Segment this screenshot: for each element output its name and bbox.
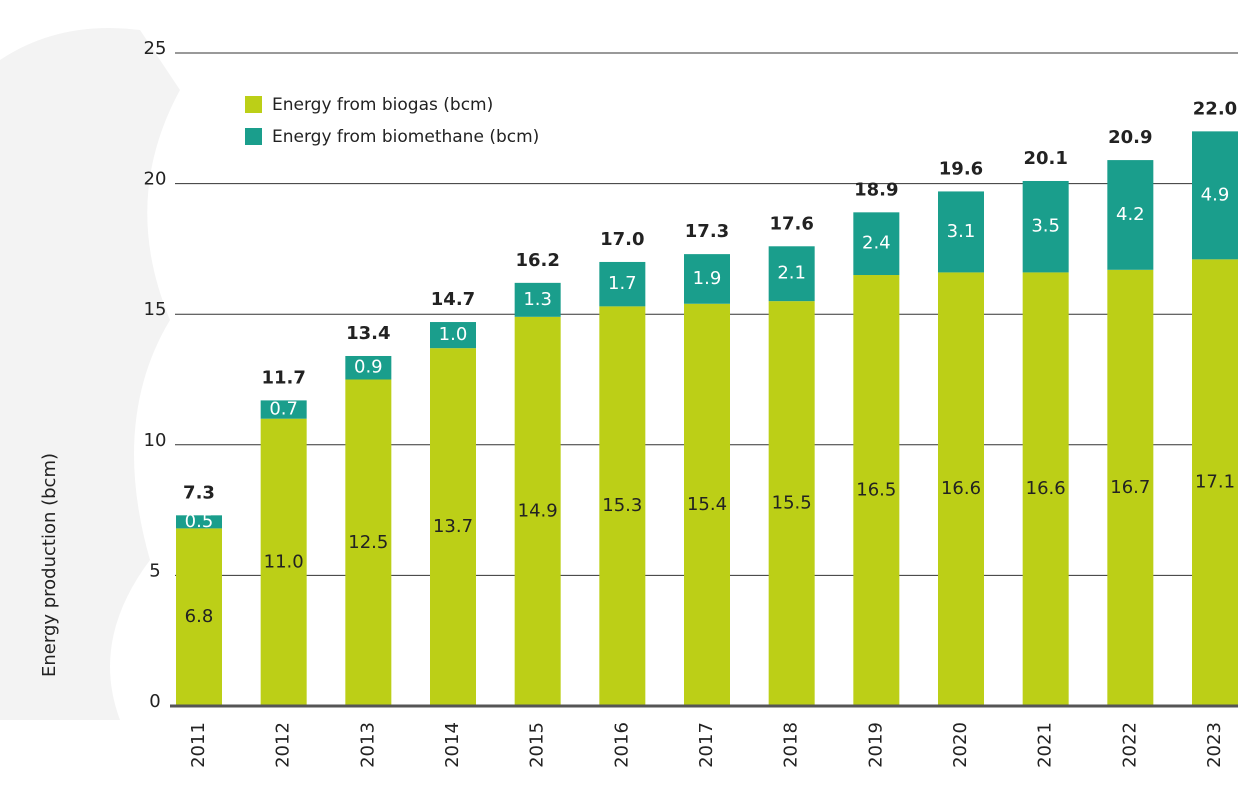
total-label: 7.3 bbox=[183, 482, 215, 503]
bar-segment bbox=[768, 301, 815, 706]
value-label: 16.7 bbox=[1110, 477, 1150, 498]
x-tick-label: 2013 bbox=[357, 722, 378, 768]
y-axis-title: Energy production (bcm) bbox=[39, 453, 60, 677]
value-label: 0.5 bbox=[185, 511, 214, 532]
x-tick-label: 2015 bbox=[527, 722, 548, 768]
x-tick-label: 2016 bbox=[611, 722, 632, 768]
total-label: 17.3 bbox=[685, 221, 729, 242]
value-label: 4.9 bbox=[1201, 184, 1230, 205]
value-label: 2.4 bbox=[862, 233, 891, 254]
bar-segment bbox=[853, 212, 900, 276]
bar-segment bbox=[1022, 272, 1069, 706]
value-label: 0.7 bbox=[269, 399, 298, 420]
value-label: 16.6 bbox=[941, 478, 981, 499]
y-tick-label: 0 bbox=[149, 691, 160, 712]
value-label: 2.1 bbox=[777, 263, 806, 284]
y-tick-label: 25 bbox=[144, 38, 167, 59]
value-label: 0.9 bbox=[354, 357, 383, 378]
value-label: 13.7 bbox=[433, 516, 473, 537]
total-label: 20.1 bbox=[1023, 148, 1067, 169]
y-tick-label: 20 bbox=[144, 169, 167, 190]
value-label: 4.2 bbox=[1116, 204, 1145, 225]
value-label: 16.6 bbox=[1026, 478, 1066, 499]
x-tick-label: 2019 bbox=[865, 722, 886, 768]
total-label: 13.4 bbox=[346, 323, 390, 344]
bar-segment bbox=[684, 254, 730, 304]
bar-segment bbox=[1192, 131, 1238, 260]
x-tick-label: 2012 bbox=[273, 722, 294, 768]
value-label: 3.1 bbox=[947, 221, 976, 242]
map-background bbox=[0, 28, 180, 720]
bar-segment bbox=[853, 275, 900, 706]
bar-segment bbox=[514, 316, 561, 706]
total-label: 17.6 bbox=[769, 213, 813, 234]
x-tick-label: 2017 bbox=[696, 722, 717, 768]
value-label: 15.4 bbox=[687, 494, 727, 515]
bar-segment bbox=[430, 348, 476, 706]
bar-segment bbox=[176, 528, 222, 706]
bar-segment bbox=[599, 306, 646, 706]
bar-segment bbox=[430, 322, 476, 349]
value-label: 1.9 bbox=[693, 268, 722, 289]
value-label: 15.5 bbox=[772, 493, 812, 514]
bar-segment bbox=[176, 515, 222, 529]
total-label: 17.0 bbox=[600, 229, 644, 250]
bar-segment bbox=[345, 379, 392, 706]
total-label: 19.6 bbox=[939, 158, 983, 179]
total-label: 11.7 bbox=[261, 367, 305, 388]
value-label: 1.3 bbox=[523, 289, 552, 310]
value-label: 15.3 bbox=[602, 495, 642, 516]
y-tick-label: 10 bbox=[144, 430, 167, 451]
bar-segment bbox=[1107, 269, 1154, 706]
bar-segment bbox=[1192, 259, 1238, 706]
y-tick-label: 5 bbox=[149, 560, 160, 581]
total-label: 16.2 bbox=[515, 250, 559, 271]
bar-segment bbox=[768, 246, 815, 302]
x-tick-label: 2020 bbox=[950, 722, 971, 768]
bar-segment bbox=[938, 191, 984, 273]
value-label: 1.7 bbox=[608, 273, 637, 294]
value-label: 11.0 bbox=[264, 551, 304, 572]
bar-segment bbox=[1107, 160, 1154, 270]
total-label: 18.9 bbox=[854, 179, 898, 200]
bar-segment bbox=[684, 303, 730, 706]
value-label: 6.8 bbox=[185, 606, 214, 627]
x-tick-label: 2022 bbox=[1119, 722, 1140, 768]
legend-label: Energy from biomethane (bcm) bbox=[272, 127, 539, 147]
x-tick-label: 2023 bbox=[1204, 722, 1225, 768]
bar-segment bbox=[599, 261, 646, 307]
legend-swatch bbox=[245, 128, 262, 145]
bar-segment bbox=[514, 282, 561, 317]
x-tick-label: 2011 bbox=[188, 722, 209, 768]
bar-segment bbox=[260, 418, 307, 706]
value-label: 16.5 bbox=[856, 480, 896, 501]
total-label: 14.7 bbox=[431, 289, 475, 310]
bar-segment bbox=[1022, 180, 1069, 273]
value-label: 3.5 bbox=[1031, 216, 1060, 237]
x-tick-label: 2018 bbox=[781, 722, 802, 768]
legend-swatch bbox=[245, 96, 262, 113]
y-tick-label: 15 bbox=[144, 299, 167, 320]
x-tick-label: 2021 bbox=[1035, 722, 1056, 768]
bar-segment bbox=[260, 400, 307, 419]
value-label: 12.5 bbox=[348, 532, 388, 553]
total-label: 22.0 bbox=[1193, 98, 1237, 119]
value-label: 17.1 bbox=[1195, 472, 1235, 493]
total-label: 20.9 bbox=[1108, 127, 1152, 148]
bar-segment bbox=[938, 272, 984, 706]
value-label: 14.9 bbox=[518, 500, 558, 521]
legend-label: Energy from biogas (bcm) bbox=[272, 95, 493, 115]
bar-segment bbox=[345, 355, 392, 380]
value-label: 1.0 bbox=[439, 324, 468, 345]
x-tick-label: 2014 bbox=[442, 722, 463, 768]
